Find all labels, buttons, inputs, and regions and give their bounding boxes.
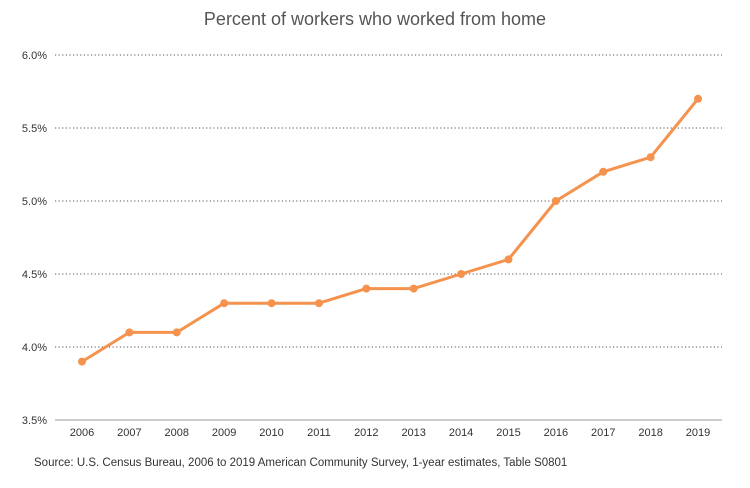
y-tick-label: 4.5%: [22, 269, 47, 281]
data-point: [409, 284, 418, 293]
chart-source: Source: U.S. Census Bureau, 2006 to 2019…: [34, 457, 568, 469]
x-tick-label: 2011: [307, 427, 331, 439]
x-tick-label: 2019: [686, 427, 710, 439]
data-point: [694, 94, 702, 103]
data-point: [551, 197, 560, 205]
data-point: [78, 357, 86, 366]
y-tick-label: 4.0%: [22, 342, 47, 354]
x-tick-label: 2009: [212, 427, 236, 439]
x-tick-label: 2010: [259, 427, 283, 439]
x-tick-label: 2017: [591, 427, 615, 439]
data-point: [267, 299, 276, 308]
data-point: [314, 299, 323, 308]
y-tick-label: 3.5%: [22, 415, 47, 427]
data-point: [362, 284, 371, 293]
data-point: [125, 328, 134, 337]
x-tick-label: 2013: [401, 427, 425, 439]
data-point: [504, 255, 513, 264]
chart-title: Percent of workers who worked from home: [203, 9, 547, 29]
data-point: [646, 153, 655, 162]
x-tick-label: 2016: [544, 427, 568, 439]
x-tick-label: 2008: [165, 427, 189, 439]
x-tick-label: 2014: [449, 427, 473, 439]
x-tick-label: 2015: [496, 427, 520, 439]
data-point: [220, 299, 229, 308]
x-tick-label: 2018: [638, 427, 662, 439]
y-tick-label: 6.0%: [22, 50, 47, 62]
y-tick-label: 5.5%: [22, 123, 47, 135]
x-tick-label: 2012: [354, 427, 378, 439]
data-point: [457, 270, 466, 278]
data-point: [599, 167, 608, 176]
x-tick-label: 2007: [117, 427, 141, 439]
x-tick-label: 2006: [70, 427, 94, 439]
y-tick-label: 5.0%: [22, 196, 47, 208]
data-point: [172, 328, 181, 337]
series-line: [80, 97, 700, 364]
